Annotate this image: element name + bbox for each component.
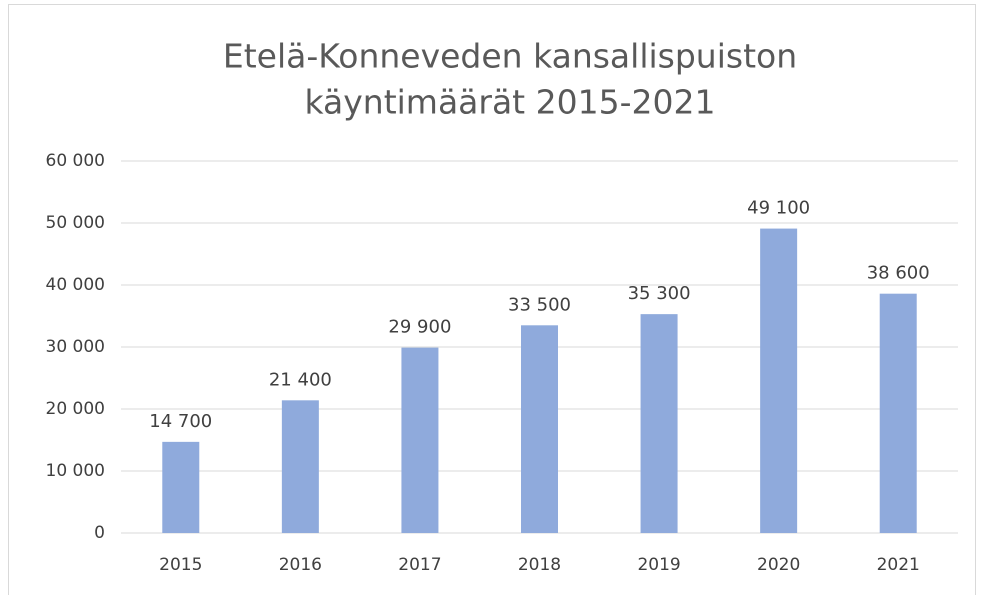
value-label: 29 900 — [388, 317, 451, 338]
bar — [281, 400, 319, 533]
x-tick-label: 2020 — [757, 555, 800, 575]
y-tick-label: 20 000 — [46, 399, 105, 419]
bar — [640, 314, 678, 533]
chart-title: käyntimäärät 2015-2021 — [305, 83, 716, 122]
value-label: 21 400 — [269, 369, 332, 390]
y-tick-label: 50 000 — [46, 213, 105, 233]
value-label: 14 700 — [149, 411, 212, 432]
bar — [162, 441, 200, 533]
x-tick-label: 2015 — [159, 555, 202, 575]
bar — [760, 228, 798, 533]
x-tick-label: 2017 — [398, 555, 441, 575]
value-label: 38 600 — [867, 263, 930, 284]
y-tick-label: 10 000 — [46, 461, 105, 481]
value-label: 49 100 — [747, 198, 810, 219]
x-tick-label: 2019 — [637, 555, 680, 575]
bar — [521, 325, 558, 533]
x-tick-label: 2016 — [279, 555, 322, 575]
bar — [879, 293, 917, 533]
y-tick-label: 30 000 — [46, 337, 105, 357]
value-label: 33 500 — [508, 294, 571, 315]
x-tick-label: 2018 — [518, 555, 561, 575]
y-tick-label: 60 000 — [46, 151, 105, 171]
bar — [401, 347, 439, 533]
value-label: 35 300 — [628, 283, 691, 304]
y-tick-label: 40 000 — [46, 275, 105, 295]
y-tick-label: 0 — [94, 523, 105, 543]
x-tick-label: 2021 — [877, 555, 920, 575]
chart-title: Etelä-Konneveden kansallispuiston — [223, 37, 797, 76]
